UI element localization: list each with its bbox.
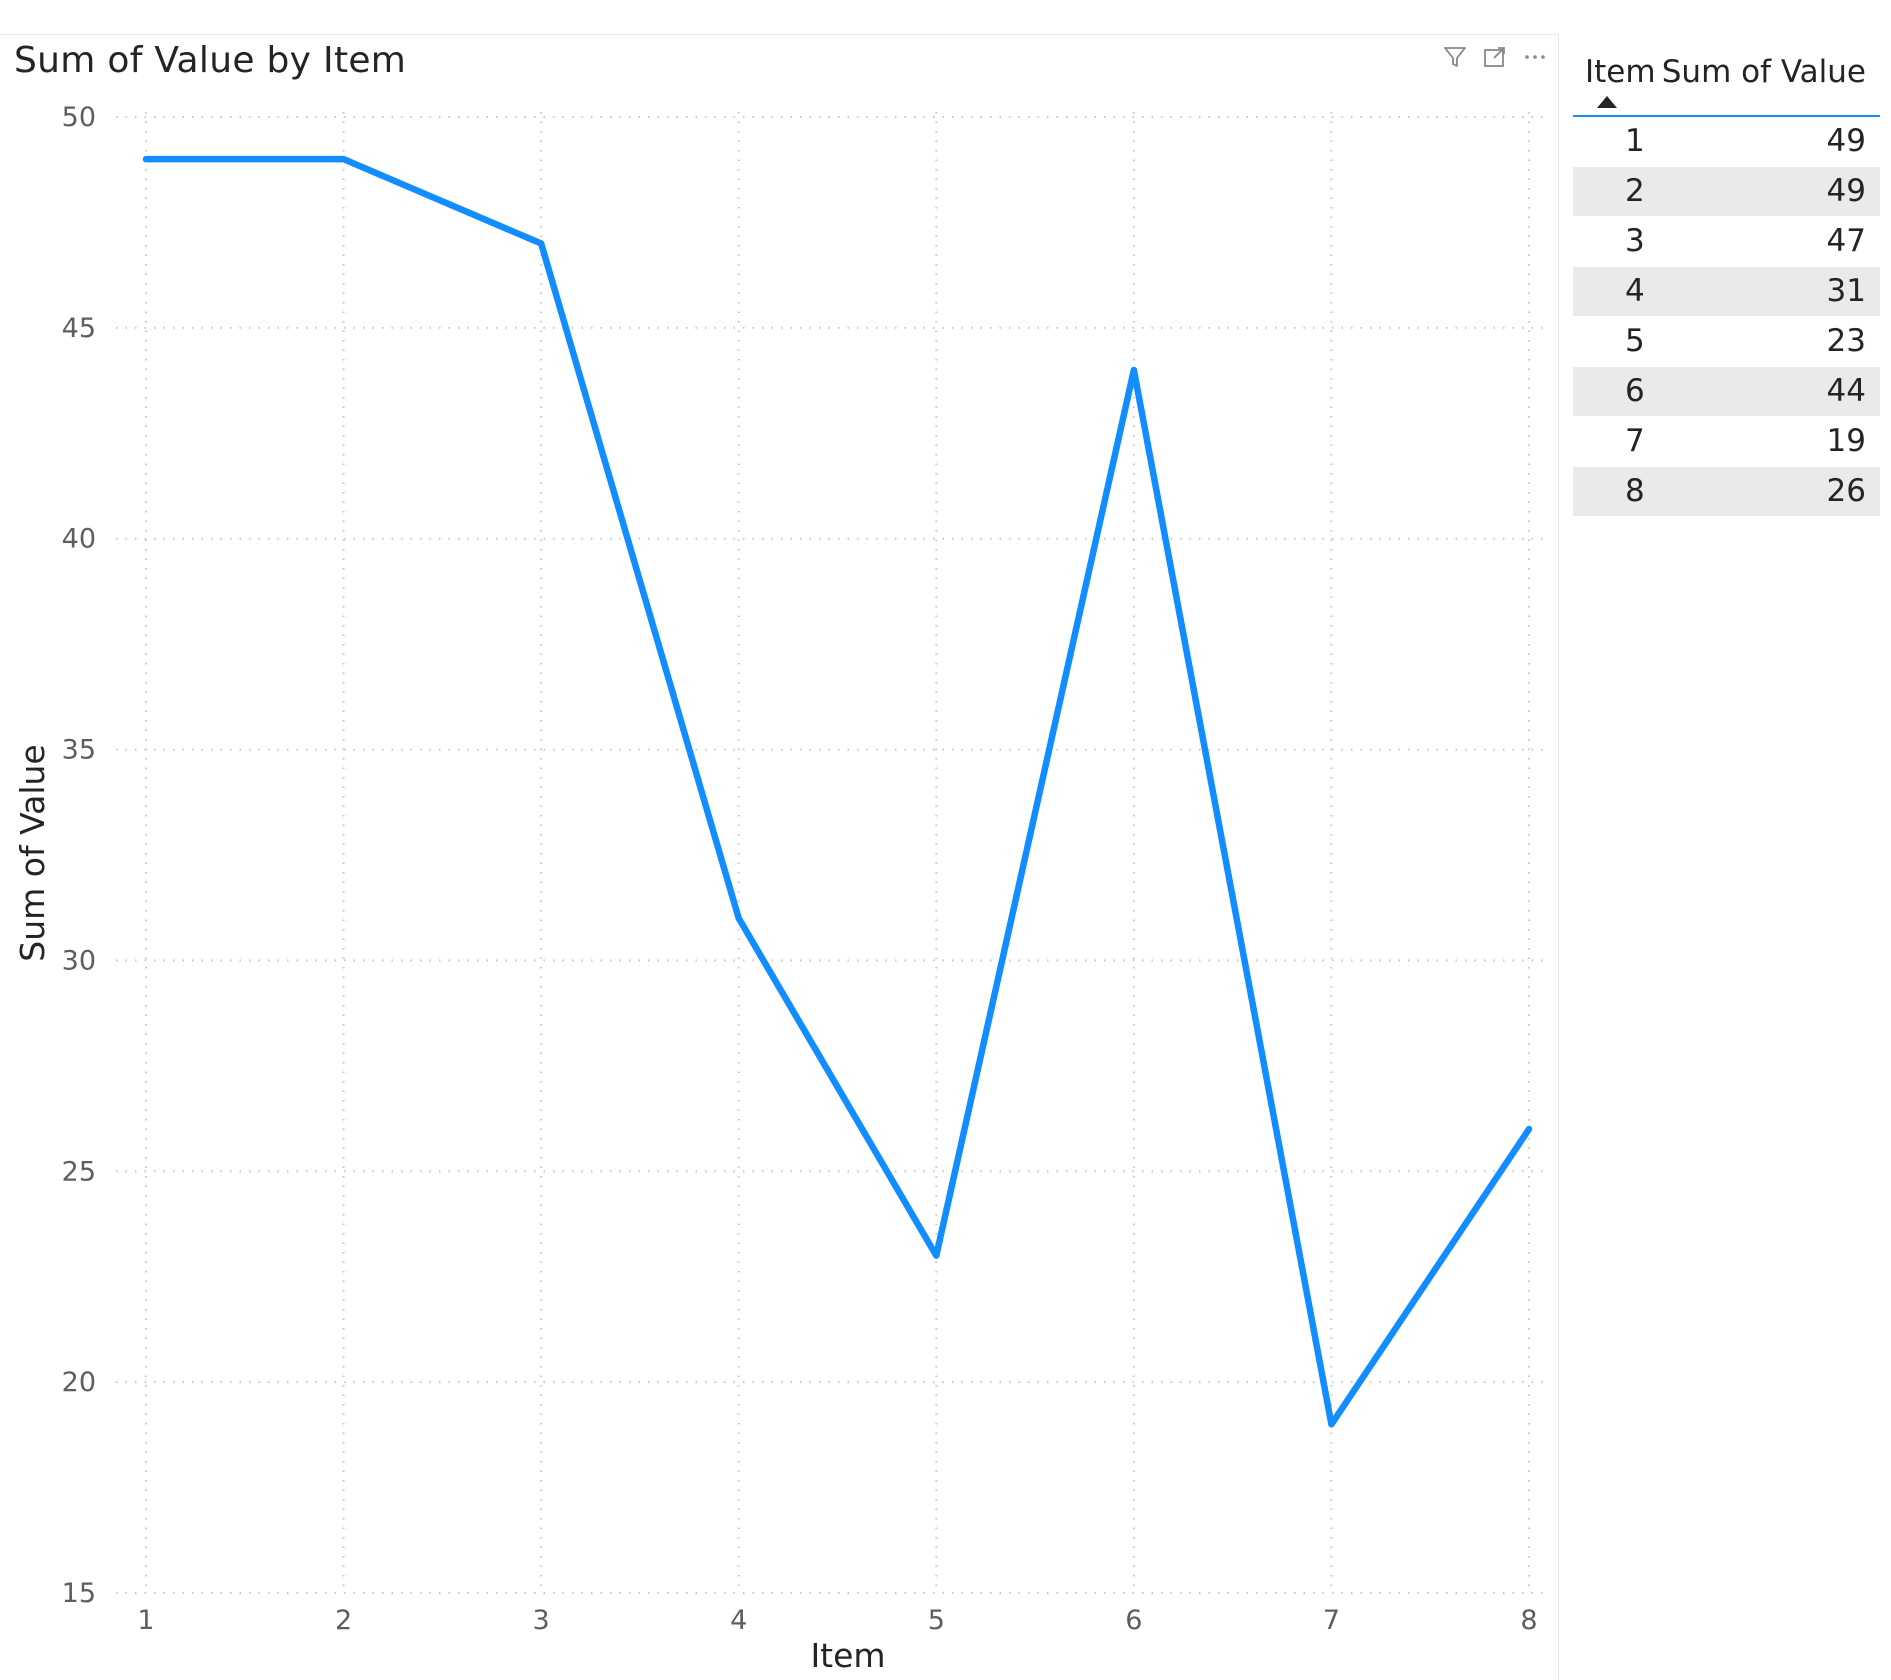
- cell-item: 8: [1625, 473, 1645, 509]
- cell-item: 3: [1625, 223, 1645, 259]
- series-line: [142, 155, 1533, 1428]
- x-tick-label: 5: [928, 1605, 945, 1636]
- data-point: [1526, 1126, 1532, 1133]
- cell-sum-of-value: 44: [1826, 373, 1866, 409]
- table-row[interactable]: 5 23: [1573, 317, 1880, 367]
- table-header: Item Sum of Value: [1573, 54, 1880, 117]
- y-tick-label: 30: [62, 945, 96, 976]
- cell-item: 4: [1625, 273, 1645, 309]
- data-point: [340, 156, 347, 163]
- grid-lines: [116, 112, 1549, 1594]
- line-chart-visual[interactable]: [0, 34, 1559, 1680]
- y-tick-label: 40: [62, 524, 96, 555]
- table-row[interactable]: 3 47: [1573, 217, 1880, 267]
- table-row[interactable]: 6 44: [1573, 367, 1880, 417]
- table-body: 1 49 2 49 3 47 4 31 5 23 6 44 7 19 8 26: [1573, 117, 1880, 517]
- column-header-item[interactable]: Item: [1585, 54, 1656, 90]
- x-tick-label: 6: [1125, 1605, 1142, 1636]
- x-tick-label: 8: [1520, 1605, 1537, 1636]
- data-point: [1328, 1421, 1335, 1428]
- x-tick-label: 4: [730, 1605, 747, 1636]
- cell-item: 7: [1625, 423, 1645, 459]
- data-point: [143, 156, 149, 163]
- table-row[interactable]: 2 49: [1573, 167, 1880, 217]
- cell-sum-of-value: 49: [1826, 173, 1866, 209]
- table-row[interactable]: 1 49: [1573, 117, 1880, 167]
- cell-item: 2: [1625, 173, 1645, 209]
- x-tick-label: 1: [137, 1605, 154, 1636]
- chart-title: Sum of Value by Item: [14, 40, 407, 81]
- cell-sum-of-value: 31: [1826, 273, 1866, 309]
- y-axis-title: Sum of Value: [13, 744, 52, 961]
- filter-icon[interactable]: [1440, 42, 1470, 72]
- x-tick-label: 2: [335, 1605, 352, 1636]
- column-header-sum-of-value[interactable]: Sum of Value: [1661, 54, 1866, 90]
- table-row[interactable]: 8 26: [1573, 467, 1880, 517]
- x-axis-ticks: 1 2 3 4 5 6 7 8: [137, 1605, 1537, 1636]
- table-row[interactable]: 7 19: [1573, 417, 1880, 467]
- x-tick-label: 3: [533, 1605, 550, 1636]
- cell-sum-of-value: 47: [1826, 223, 1866, 259]
- cell-sum-of-value: 23: [1826, 323, 1866, 359]
- y-tick-label: 35: [62, 735, 96, 766]
- table-row[interactable]: 4 31: [1573, 267, 1880, 317]
- cell-item: 1: [1625, 123, 1645, 159]
- cell-item: 6: [1625, 373, 1645, 409]
- cell-sum-of-value: 26: [1826, 473, 1866, 509]
- y-axis-ticks: 15 20 25 30 35 40 45 50: [62, 102, 96, 1609]
- data-point: [1130, 367, 1137, 374]
- y-tick-label: 20: [62, 1367, 96, 1398]
- cell-sum-of-value: 19: [1826, 423, 1866, 459]
- cell-item: 5: [1625, 323, 1645, 359]
- x-tick-label: 7: [1323, 1605, 1340, 1636]
- y-tick-label: 50: [62, 102, 96, 133]
- y-tick-label: 25: [62, 1156, 96, 1187]
- cell-sum-of-value: 49: [1826, 123, 1866, 159]
- visual-header: [1440, 42, 1552, 72]
- y-tick-label: 15: [62, 1578, 96, 1609]
- x-axis-title: Item: [810, 1636, 885, 1675]
- y-tick-label: 45: [62, 313, 96, 344]
- series-lines: [142, 155, 1533, 1428]
- more-options-icon[interactable]: [1520, 42, 1550, 72]
- focus-mode-icon[interactable]: [1480, 42, 1510, 72]
- data-point: [538, 240, 545, 247]
- sort-ascending-icon: [1597, 96, 1617, 108]
- data-point: [933, 1252, 940, 1259]
- data-point: [735, 915, 742, 922]
- data-table: Item Sum of Value 1 49 2 49 3 47 4 31 5 23 6 44 7 19 8…: [1573, 54, 1880, 517]
